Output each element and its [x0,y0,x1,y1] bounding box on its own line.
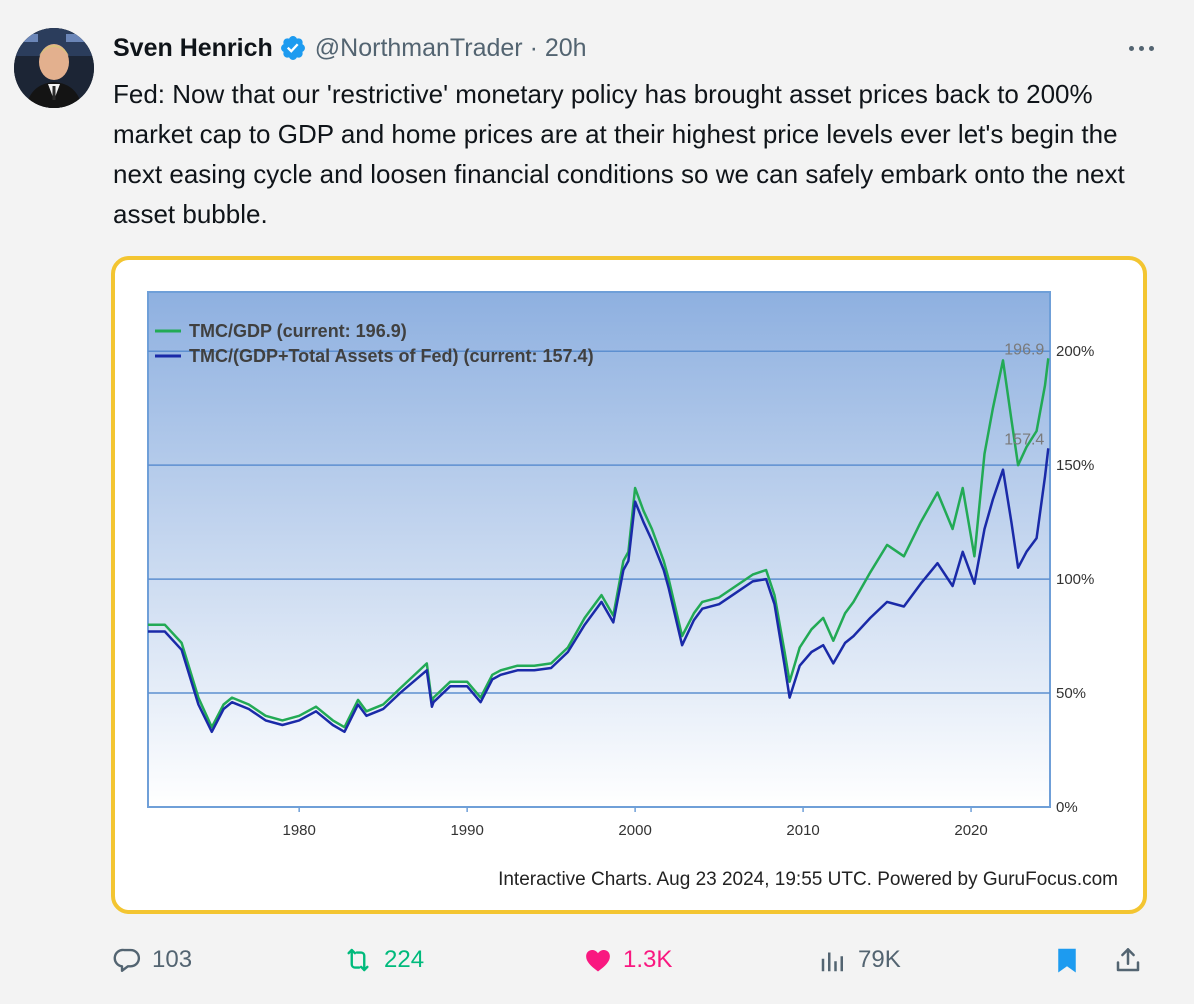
verified-badge-icon [280,36,305,60]
repost-icon [347,948,369,972]
y-tick-label: 100% [1056,571,1094,588]
reply-icon [113,948,140,972]
like-button[interactable]: 1.3K [583,932,672,988]
repost-count: 224 [384,946,425,973]
tweet-time[interactable]: 20h [544,33,587,62]
bookmark-button[interactable] [1052,932,1082,988]
y-tick-label: 0% [1056,799,1078,816]
reply-count: 103 [152,946,193,973]
bookmark-icon [1058,948,1076,973]
repost-button[interactable]: 224 [342,932,424,988]
tweet-header: Sven Henrich @NorthmanTrader · 20h [113,30,587,66]
share-icon [1116,948,1140,972]
y-tick-label: 50% [1056,685,1086,702]
avatar-image [14,28,94,108]
x-tick-label: 2000 [618,822,651,839]
views-icon [821,952,843,972]
plot-area [147,291,1051,808]
series-line-tmc-gdp [148,358,1050,729]
chart-footer: Interactive Charts. Aug 23 2024, 19:55 U… [498,869,1118,890]
time-separator: · [522,33,545,62]
x-tick-label: 1990 [450,822,483,839]
tweet-text: Fed: Now that our 'restrictive' monetary… [113,79,1125,229]
chart-image: 0% 50% 100% 150% 200% 1980 1990 2000 2010 2020 1… [147,291,1118,890]
y-tick-label: 200% [1056,343,1094,360]
y-tick-label: 150% [1056,457,1094,474]
like-count: 1.3K [623,946,673,973]
author-name[interactable]: Sven Henrich [113,33,273,62]
x-tick-label: 2010 [786,822,819,839]
reply-button[interactable]: 103 [112,932,192,988]
views-button[interactable]: 79K [818,932,901,988]
x-tick-label: 1980 [282,822,315,839]
series-end-label: 196.9 [1004,341,1044,358]
legend-label-tmc-gdp-fed: TMC/(GDP+Total Assets of Fed) (current: … [189,346,594,366]
x-tick-label: 2020 [954,822,987,839]
chart-legend: TMC/GDP (current: 196.9) TMC/(GDP+Total … [155,321,594,366]
tweet-media[interactable]: 0% 50% 100% 150% 200% 1980 1990 2000 2010 2020 1… [111,256,1147,914]
series-line-tmc-gdp-fed [148,448,1050,734]
heart-icon [586,950,610,972]
avatar[interactable] [14,28,94,108]
share-button[interactable] [1113,932,1143,988]
series-end-label: 157.4 [1004,431,1044,448]
more-icon[interactable] [1129,30,1154,66]
views-count: 79K [858,946,901,973]
action-bar: 103 224 1.3K 79K [0,932,1194,988]
author-handle[interactable]: @NorthmanTrader [314,33,523,62]
legend-label-tmc-gdp: TMC/GDP (current: 196.9) [189,321,407,341]
